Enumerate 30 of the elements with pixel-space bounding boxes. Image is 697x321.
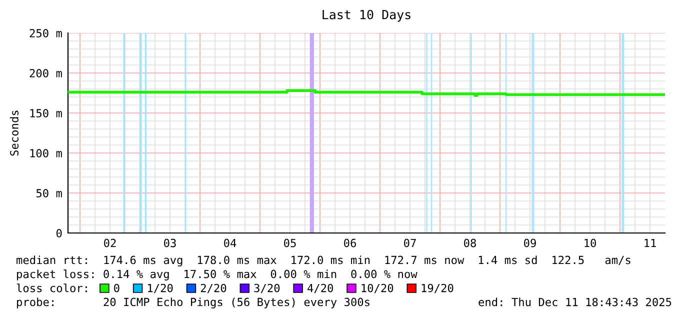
- legend-label: 10/20: [362, 284, 394, 294]
- y-tick-label: 250 m: [30, 29, 62, 38]
- text: end: Thu Dec 11 18:43:43 2025: [478, 298, 672, 306]
- x-tick-label: 10: [584, 238, 596, 248]
- legend-label: 4/20: [308, 284, 333, 294]
- x-tick-label: 04: [224, 238, 236, 248]
- chart-title: Last 10 Days: [322, 10, 410, 22]
- x-tick-label: 08: [464, 238, 476, 248]
- text: packet loss: 0.14 % avg 17.50 % max 0.00 % min 0.00 % now: [17, 270, 418, 280]
- legend-label: 2/20: [200, 284, 226, 294]
- y-tick-label: 200 m: [30, 69, 62, 78]
- y-axis-title: Seconds: [10, 110, 19, 156]
- legend-title: loss color:: [16, 284, 87, 292]
- x-tick-label: 03: [164, 238, 176, 248]
- text: median rtt: 174.6 ms avg 178.0 ms max 172.0 ms min 172.7 ms now 1.4 ms sd 122.5 am/s: [16, 256, 630, 266]
- legend-label: 0: [114, 284, 120, 292]
- legend-label: 19/20: [422, 284, 454, 294]
- x-tick-label: 05: [284, 238, 296, 248]
- x-tick-label: 09: [524, 238, 536, 248]
- y-tick-label: 0: [56, 229, 62, 238]
- x-tick-label: 02: [104, 238, 116, 248]
- y-tick-label: 100 m: [30, 149, 62, 158]
- x-tick-label: 07: [404, 238, 416, 248]
- y-tick-label: 150 m: [30, 109, 62, 118]
- legend-label: 1/20: [148, 284, 173, 294]
- x-tick-label: 06: [344, 238, 356, 248]
- text: probe: 20 ICMP Echo Pings (56 Bytes) every 300s: [17, 298, 370, 308]
- legend-label: 3/20: [254, 284, 280, 294]
- y-tick-label: 50 m: [36, 189, 62, 198]
- x-tick-label: 11: [644, 238, 656, 248]
